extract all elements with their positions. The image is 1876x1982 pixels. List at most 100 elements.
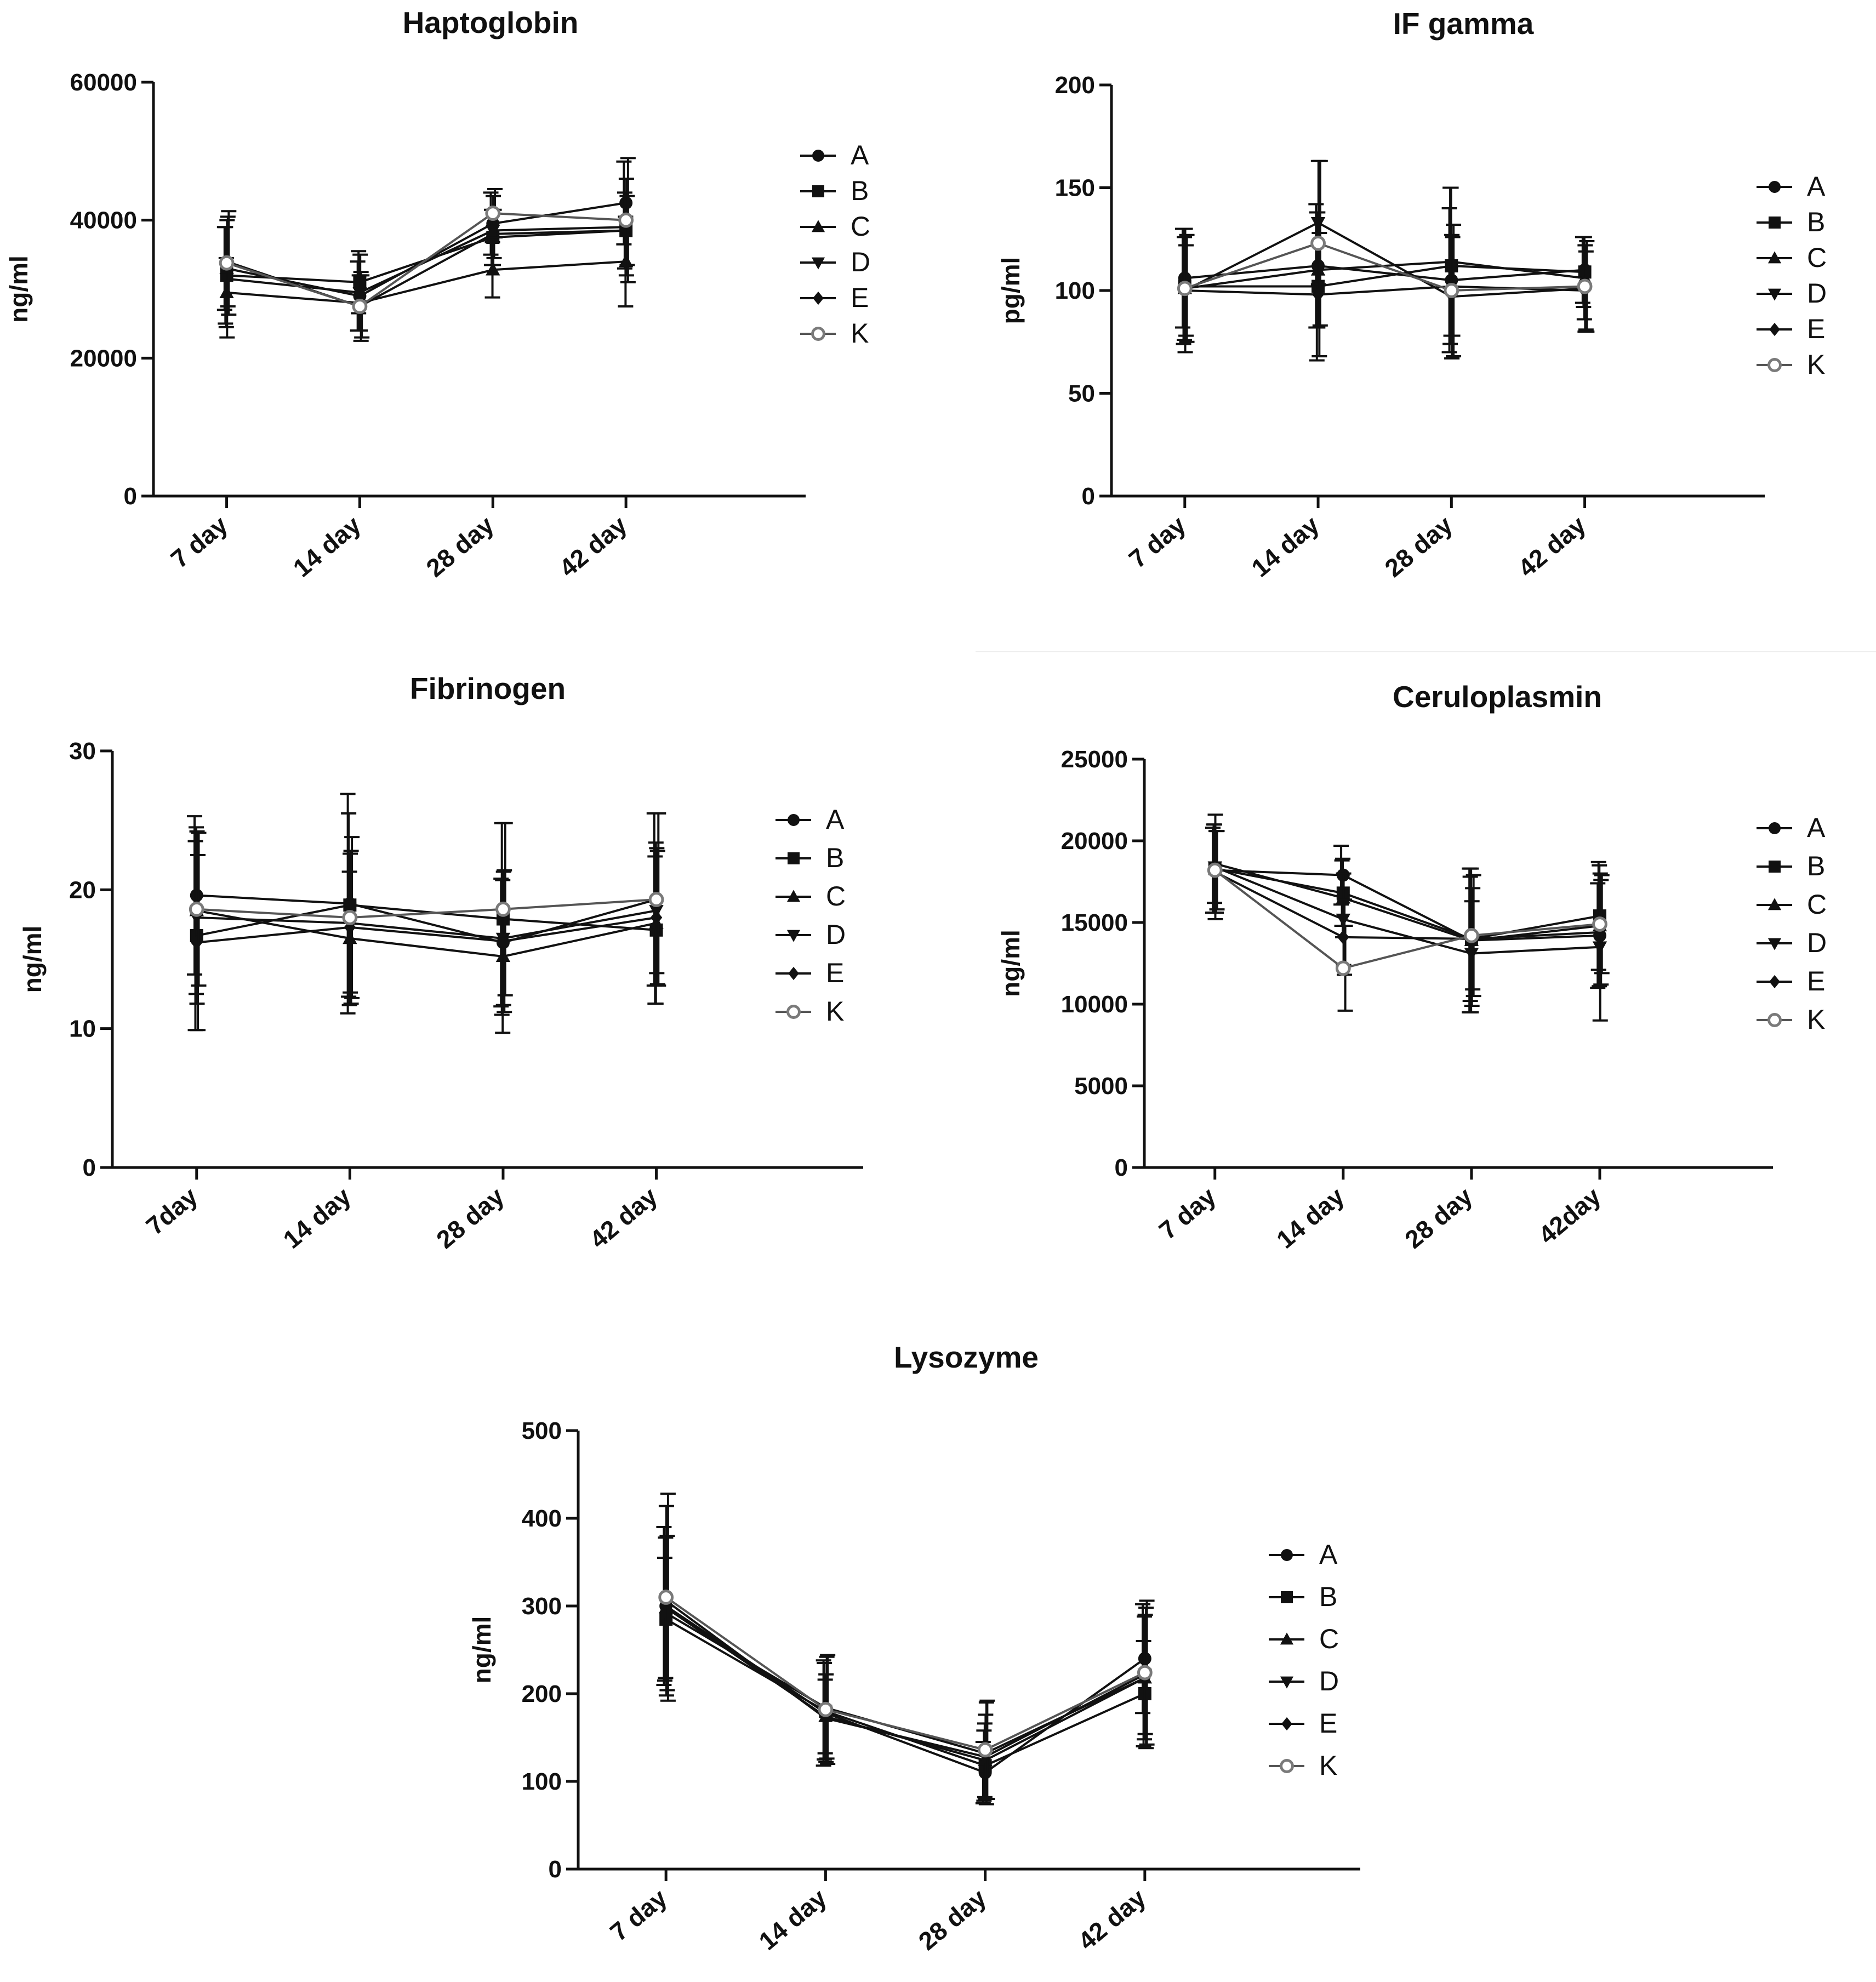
legend-marker (813, 291, 824, 305)
y-tick-label: 20000 (70, 345, 137, 372)
legend-label: K (1807, 1004, 1825, 1035)
series-line (1214, 870, 1600, 940)
y-tick-label: 300 (522, 1593, 562, 1620)
series-C (1206, 823, 1607, 1013)
y-tick-label: 0 (1115, 1154, 1128, 1181)
legend-item: C (1757, 242, 1827, 273)
legend-item: C (1269, 1624, 1339, 1654)
series-D (219, 178, 634, 339)
data-point (1310, 217, 1326, 231)
legend-item: A (1757, 812, 1826, 843)
legend-label: D (826, 919, 846, 950)
y-tick-label: 500 (522, 1417, 562, 1444)
legend-marker (811, 327, 825, 341)
data-point (1592, 916, 1607, 932)
series-E (1178, 232, 1594, 357)
x-tick-label: 28 day (1399, 1182, 1478, 1254)
series-line (226, 260, 626, 304)
legend-marker (812, 150, 824, 162)
legend-marker (1767, 288, 1782, 301)
series-line (226, 212, 626, 308)
legend-item: E (776, 958, 844, 988)
legend-item: D (1269, 1666, 1339, 1696)
chart-svg: Haptoglobin ng/ml 0 20000 40000 60000 7 day 14 … (4, 5, 870, 583)
legend-item: E (1269, 1708, 1337, 1739)
legend-label: A (826, 804, 845, 835)
legend-marker (786, 1005, 801, 1019)
y-tick-label: 15000 (1061, 909, 1128, 936)
series-C (658, 1536, 1153, 1798)
series-D (1207, 813, 1608, 1022)
legend-marker (1769, 181, 1781, 193)
legend-marker (1280, 1759, 1294, 1773)
data-point (189, 901, 204, 917)
data-point (1444, 283, 1459, 298)
series-line (1214, 869, 1600, 942)
legend-label: C (1807, 889, 1827, 920)
legend-marker (786, 890, 801, 902)
data-point (486, 262, 500, 276)
y-tick-label: 50 (1068, 380, 1095, 407)
x-tick-label: 14 day (278, 1182, 356, 1254)
x-tick-label: 42 day (1073, 1883, 1151, 1956)
data-point (485, 206, 501, 221)
legend-marker (1769, 975, 1780, 989)
series-line (1184, 242, 1585, 292)
legend-label: C (1807, 242, 1827, 273)
series-A (656, 1526, 1151, 1804)
legend-marker (1769, 822, 1781, 834)
chart-svg: IF gamma pg/ml 0 50 100 150 200 7 day 14 day 28 d… (996, 7, 1827, 583)
chart-title: Lysozyme (894, 1340, 1039, 1374)
x-tick-label: 14 day (288, 510, 366, 583)
y-tick-label: 0 (549, 1856, 562, 1883)
legend-item: D (800, 247, 870, 277)
data-point (1335, 960, 1351, 976)
series-A (1175, 203, 1592, 354)
y-tick-label: 10 (69, 1016, 96, 1043)
legend-label: E (1807, 314, 1825, 344)
x-tick-label: 7 day (1154, 1182, 1222, 1245)
x-tick-label: 42day (1533, 1182, 1606, 1250)
y-tick-label: 0 (1082, 483, 1095, 510)
legend-marker (1281, 1591, 1293, 1603)
y-axis-label: ng/ml (4, 255, 33, 323)
series-line (196, 909, 657, 958)
series-K (1177, 160, 1595, 357)
legend-label: K (826, 996, 844, 1027)
series-line (1184, 264, 1585, 282)
data-point (648, 892, 664, 907)
legend-item: B (1757, 207, 1825, 237)
series-line (665, 1596, 1145, 1751)
series-K (1207, 830, 1610, 1012)
series-line (196, 898, 657, 919)
legend-item: K (776, 996, 844, 1027)
series-A (216, 160, 633, 332)
legend-label: A (851, 140, 869, 170)
legend-label: A (1807, 171, 1826, 202)
y-tick-label: 25000 (1061, 746, 1128, 773)
x-tick-label: 42 day (1513, 510, 1591, 583)
legend-item: D (776, 919, 846, 950)
series-line (665, 1599, 1145, 1758)
x-tick-label: 28 day (431, 1182, 509, 1254)
fibrinogen-chart: Fibrinogen ng/ml 0 10 20 30 7day 14 day 28 day 42… (0, 658, 932, 1305)
x-tick-label: 14 day (1271, 1182, 1349, 1254)
y-tick-label: 150 (1055, 175, 1095, 202)
legend-marker (1767, 1013, 1782, 1027)
y-tick-label: 60000 (70, 69, 137, 96)
y-axis-label: ng/ml (467, 1616, 496, 1684)
data-point (1464, 948, 1479, 961)
x-tick-label: 42 day (554, 510, 632, 583)
series-line (196, 909, 657, 940)
y-tick-label: 200 (522, 1681, 562, 1707)
legend-label: E (1807, 966, 1825, 996)
chart-svg: Lysozyme ng/ml 0 100 200 300 400 500 7 day 14 day… (467, 1340, 1360, 1956)
legend-label: E (1319, 1708, 1337, 1739)
data-point (1577, 278, 1593, 294)
legend-marker (1767, 898, 1782, 910)
legend-label: E (826, 958, 844, 988)
y-tick-label: 100 (1055, 277, 1095, 304)
data-point (1592, 941, 1607, 955)
legend-item: B (800, 175, 869, 206)
series-line (665, 1605, 1146, 1774)
